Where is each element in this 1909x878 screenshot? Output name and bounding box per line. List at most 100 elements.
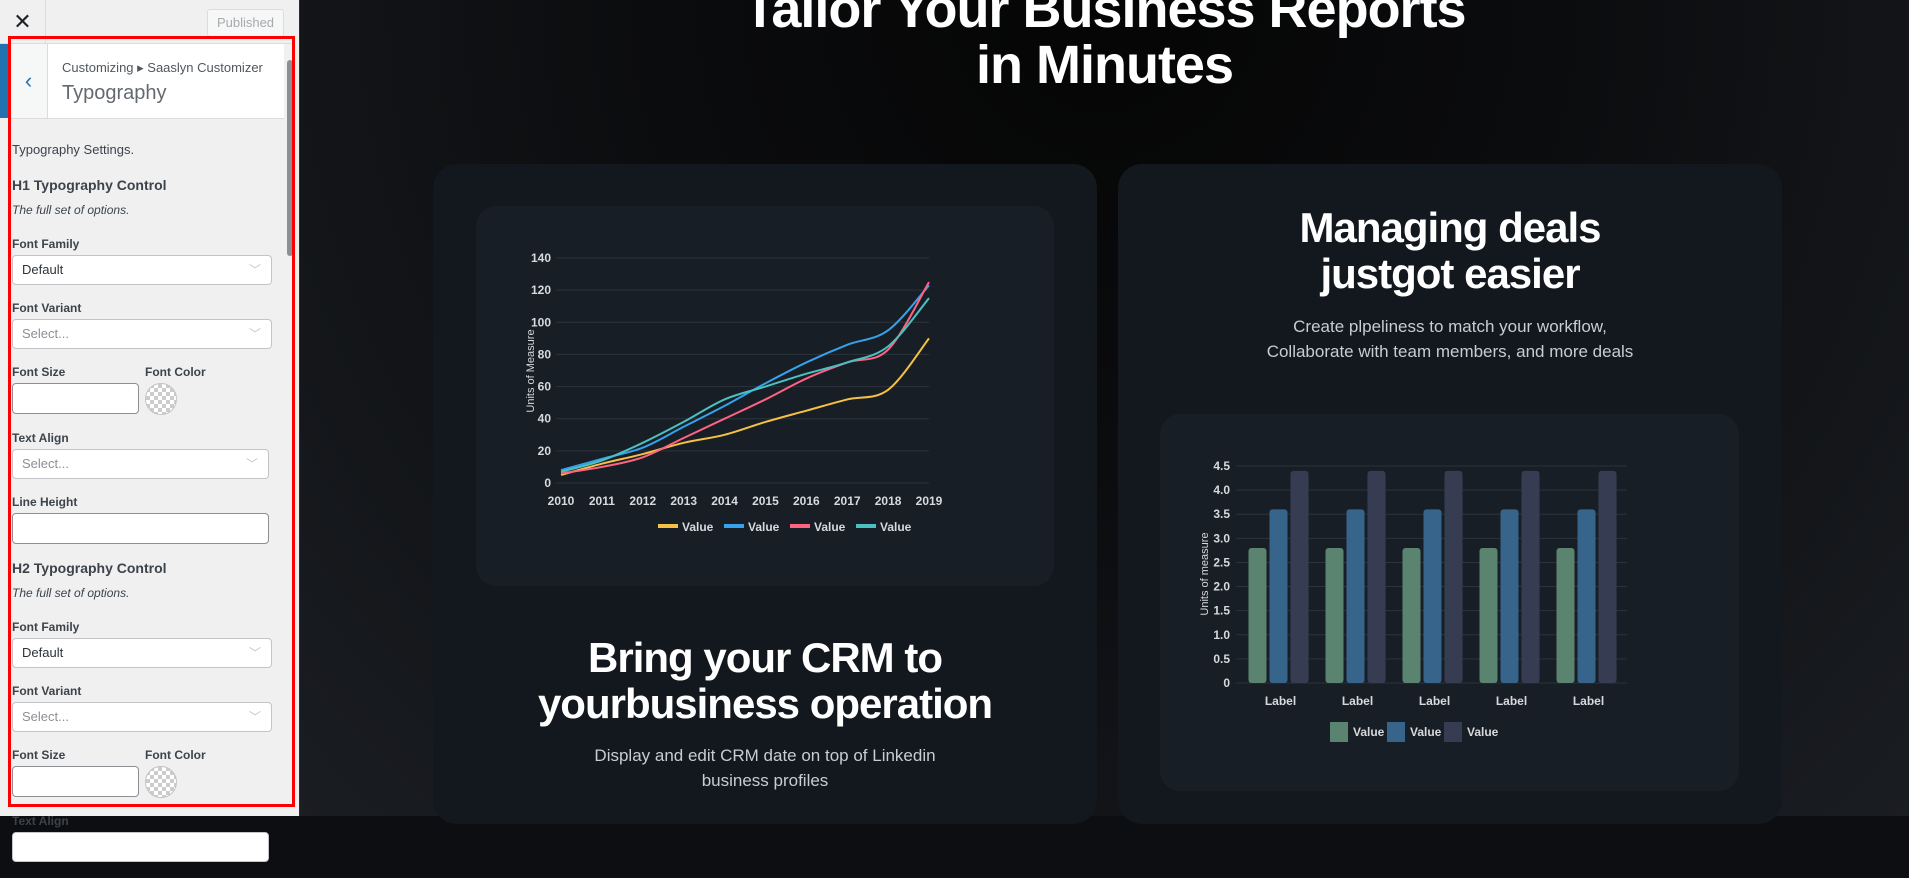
legend-label: Value [1467, 725, 1499, 739]
h2-size-color-row: Font Size Font Color [12, 748, 274, 798]
select-value: Default [22, 262, 64, 277]
legend-swatch [1387, 722, 1405, 742]
x-tick-label: 2013 [670, 494, 697, 508]
series-line [560, 284, 930, 472]
section-header: ‹ Customizing ▸ Saaslyn Customizer Typog… [10, 44, 284, 119]
line-chart-panel: 0 20 40 60 80 100 120 140 2010 2011 2012 2013 2014 20… [476, 206, 1054, 586]
bar [1325, 547, 1344, 683]
h1-text-align-label: Text Align [12, 431, 69, 445]
h1-font-color-label: Font Color [145, 365, 206, 379]
h2-font-family-select[interactable]: Default ﹀ [12, 638, 272, 668]
bar [1479, 547, 1498, 683]
x-tick-label: Label [1573, 694, 1604, 708]
x-tick-label: 2010 [548, 494, 575, 508]
deals-subtitle-line2: Collaborate with team members, and more … [1266, 342, 1634, 361]
y-tick-label: 60 [538, 380, 552, 394]
h2-font-size-input[interactable] [12, 766, 139, 797]
line-chart: 0 20 40 60 80 100 120 140 2010 2011 2012 2013 2014 20… [525, 251, 943, 534]
x-tick-label: Label [1496, 694, 1527, 708]
h1-font-size-input[interactable] [12, 383, 139, 414]
legend-label: Value [1353, 725, 1385, 739]
crm-title-line2: yourbusiness operation [537, 680, 993, 727]
bar-chart: 0 0.5 1.0 1.5 2.0 2.5 3.0 3.5 4.0 4.5 Units of mea… [1199, 459, 1627, 742]
h1-font-family-label: Font Family [12, 237, 80, 251]
x-tick-label: 2018 [875, 494, 902, 508]
bar [1248, 547, 1267, 683]
deals-title-line2: justgot easier [1320, 250, 1580, 297]
hero-title-line2: in Minutes [976, 35, 1234, 95]
legend-label: Value [682, 520, 714, 534]
scrollbar[interactable] [287, 60, 293, 256]
breadcrumb: Customizing ▸ Saaslyn Customizer [62, 60, 263, 75]
h1-text-align-select[interactable]: Select... ﹀ [12, 449, 269, 479]
legend-label: Value [814, 520, 846, 534]
deals-title-line1: Managing deals [1299, 204, 1601, 251]
crm-subtitle-line1: Display and edit CRM date on top of Link… [594, 746, 936, 765]
bar [1423, 509, 1442, 683]
h1-font-family-select[interactable]: Default ﹀ [12, 255, 272, 285]
chevron-down-icon: ﹀ [248, 327, 261, 341]
h1-font-variant-select[interactable]: Select... ﹀ [12, 319, 272, 349]
active-accent [0, 44, 10, 118]
deals-subtitle-line1: Create plpeliness to match your workflow… [1293, 317, 1607, 336]
bar [1500, 509, 1519, 683]
h2-font-color-label: Font Color [145, 748, 206, 762]
chevron-down-icon: ﹀ [248, 710, 261, 724]
h1-control-title: H1 Typography Control [12, 177, 167, 193]
bar [1402, 547, 1421, 683]
y-axis-label: Units of measure [1199, 532, 1211, 615]
section-description: Typography Settings. [12, 142, 135, 157]
h2-font-color-picker[interactable] [145, 766, 177, 798]
y-tick-label: 4.0 [1213, 483, 1230, 497]
h1-line-height-input[interactable] [12, 513, 269, 544]
customizer-sidebar: ✕ Published ‹ Customizing ▸ Saaslyn Cust… [0, 0, 300, 862]
bar [1269, 509, 1288, 683]
bar [1367, 470, 1386, 683]
h1-control-subtitle: The full set of options. [12, 203, 130, 217]
crm-subtitle-line2: business profiles [701, 771, 829, 790]
bar-chart-panel: 0 0.5 1.0 1.5 2.0 2.5 3.0 3.5 4.0 4.5 Units of mea… [1160, 414, 1739, 791]
y-tick-label: 2.5 [1213, 555, 1230, 569]
legend-label: Value [880, 520, 912, 534]
h1-size-color-row: Font Size Font Color [12, 365, 274, 415]
y-tick-label: 3.0 [1213, 531, 1230, 545]
h2-text-align-select[interactable] [12, 832, 269, 862]
series-line [560, 297, 930, 473]
x-tick-label: 2011 [589, 494, 615, 508]
site-preview: Tailor Your Business Reports in Minutes … [300, 0, 1909, 824]
y-tick-label: 4.5 [1213, 459, 1230, 473]
x-tick-label: 2016 [793, 494, 820, 508]
select-placeholder: Select... [22, 456, 69, 471]
h2-text-align-label: Text Align [12, 814, 69, 828]
x-tick-label: Label [1419, 694, 1450, 708]
back-button[interactable]: ‹ [10, 44, 48, 118]
close-icon[interactable]: ✕ [0, 0, 46, 44]
select-value: Default [22, 645, 64, 660]
y-tick-label: 2.0 [1213, 580, 1230, 594]
x-tick-label: Label [1342, 694, 1373, 708]
y-tick-label: 1.5 [1213, 604, 1230, 618]
h1-font-size-label: Font Size [12, 365, 66, 379]
y-tick-label: 100 [531, 315, 551, 329]
x-tick-label: Label [1265, 694, 1296, 708]
chevron-left-icon: ‹ [24, 68, 33, 93]
published-button[interactable]: Published [207, 9, 284, 37]
crm-title-line1: Bring your CRM to [588, 634, 943, 681]
h1-font-color-picker[interactable] [145, 383, 177, 415]
x-tick-label: 2014 [711, 494, 738, 508]
y-tick-label: 0.5 [1213, 652, 1230, 666]
typography-form: Typography Settings. H1 Typography Contr… [12, 142, 274, 878]
y-tick-label: 120 [531, 283, 551, 297]
y-tick-label: 40 [538, 412, 552, 426]
y-tick-label: 0 [1223, 676, 1230, 690]
legend-swatch [790, 524, 810, 528]
h2-font-variant-label: Font Variant [12, 684, 82, 698]
crm-card: 0 20 40 60 80 100 120 140 2010 2011 2012 2013 2014 20… [433, 164, 1097, 824]
chevron-down-icon: ﹀ [248, 646, 261, 660]
h2-font-variant-select[interactable]: Select... ﹀ [12, 702, 272, 732]
x-tick-label: 2017 [834, 494, 861, 508]
deals-card: Managing deals justgot easier Create plp… [1118, 164, 1782, 824]
h2-font-size-label: Font Size [12, 748, 66, 762]
h2-control-subtitle: The full set of options. [12, 586, 130, 600]
series-line [560, 337, 930, 476]
